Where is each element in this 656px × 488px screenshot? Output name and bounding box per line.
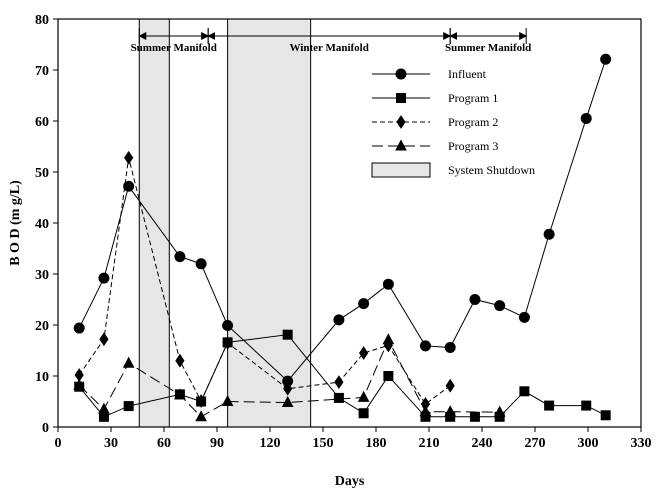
x-tick-label: 330: [631, 436, 652, 451]
data-point: [469, 294, 481, 305]
data-point: [359, 346, 369, 360]
data-point: [99, 332, 109, 347]
data-point: [73, 378, 86, 390]
data-point: [333, 392, 344, 403]
y-tick-label: 50: [35, 166, 49, 181]
manifold-label: Summer Manifold: [131, 42, 217, 54]
x-tick-label: 120: [260, 436, 281, 451]
data-point: [444, 405, 457, 417]
shutdown-region-1: [138, 18, 170, 428]
y-tick-label: 80: [35, 13, 49, 28]
x-tick-label: 240: [472, 436, 493, 451]
legend-swatch-shutdown: [371, 162, 431, 178]
legend-label: Program 2: [448, 115, 498, 129]
legend-label: Program 3: [448, 139, 498, 153]
series-line: [78, 59, 607, 382]
data-point: [282, 329, 293, 340]
data-point: [73, 322, 85, 334]
data-point: [600, 53, 612, 65]
data-point: [469, 411, 480, 422]
data-series: [73, 53, 612, 422]
data-point: [221, 394, 234, 406]
data-point: [445, 378, 455, 393]
data-point: [581, 400, 592, 411]
data-point: [196, 394, 206, 408]
data-point: [444, 341, 456, 353]
legend-marker: [395, 139, 407, 151]
x-tick-label: 300: [578, 436, 599, 451]
data-point: [175, 353, 185, 368]
y-tick-label: 20: [35, 319, 49, 334]
x-tick-label: 180: [366, 436, 387, 451]
series-program-3: [73, 333, 506, 422]
x-tick-label: 270: [525, 436, 546, 451]
data-point: [543, 228, 555, 240]
x-tick-label: 60: [157, 436, 171, 451]
series-line: [78, 157, 451, 405]
data-point: [383, 371, 394, 381]
x-tick-label: 210: [419, 436, 440, 451]
shutdown-regions: [138, 18, 312, 428]
y-tick-label: 0: [42, 421, 49, 436]
data-point: [382, 278, 394, 290]
legend: Influent Program 1 Program 2 Program 3 Syste…: [371, 67, 535, 178]
data-point: [98, 272, 110, 284]
data-point: [493, 405, 506, 417]
data-point: [544, 400, 555, 411]
data-point: [281, 395, 294, 408]
data-point: [283, 381, 293, 396]
data-point: [382, 333, 395, 345]
y-tick-label: 60: [35, 115, 49, 130]
legend-label: System Shutdown: [448, 163, 535, 177]
y-tick-label: 40: [35, 217, 49, 232]
legend-marker: [395, 68, 407, 80]
data-point: [419, 405, 432, 417]
data-point: [419, 340, 431, 352]
legend-marker: [396, 115, 406, 129]
y-tick-label: 10: [35, 370, 49, 385]
data-point: [123, 401, 134, 412]
data-point: [333, 314, 345, 326]
manifold-label: Winter Manifold: [290, 42, 369, 54]
data-point: [494, 300, 506, 312]
data-point: [600, 410, 611, 421]
data-point: [580, 112, 592, 124]
x-tick-label: 90: [210, 436, 224, 451]
shutdown-region-2: [227, 18, 312, 428]
data-point: [195, 410, 207, 422]
data-point: [222, 335, 233, 350]
x-tick-label: 30: [104, 436, 118, 451]
data-point: [519, 386, 530, 397]
data-point: [358, 408, 369, 419]
data-point: [222, 320, 234, 332]
manifold-label: Summer Manifold: [445, 42, 531, 54]
data-point: [122, 356, 135, 368]
data-point: [174, 251, 186, 263]
y-tick-label: 30: [35, 268, 49, 283]
data-point: [174, 388, 186, 400]
legend-label: Influent: [448, 67, 487, 81]
legend-marker: [396, 93, 406, 103]
data-point: [98, 402, 110, 414]
x-axis-title: Days: [335, 474, 365, 488]
data-point: [123, 180, 135, 192]
axes: 0 30 60 90 120 150 180 210 240 270 300 330 0 10 20 30 40…: [35, 13, 652, 451]
manifold-annotations: Summer Manifold Winter Manifold Summer Man…: [131, 28, 531, 54]
data-point: [357, 390, 370, 402]
series-influent: [73, 53, 612, 387]
x-tick-label: 150: [313, 436, 334, 451]
data-point: [334, 375, 344, 390]
y-tick-label: 70: [35, 64, 49, 79]
data-point: [195, 258, 207, 270]
data-point: [358, 298, 370, 310]
x-tick-label: 0: [55, 436, 62, 451]
y-axis-title: B O D (m g/L): [8, 180, 23, 266]
legend-label: Program 1: [448, 91, 498, 105]
data-point: [124, 150, 134, 165]
data-point: [518, 311, 530, 323]
